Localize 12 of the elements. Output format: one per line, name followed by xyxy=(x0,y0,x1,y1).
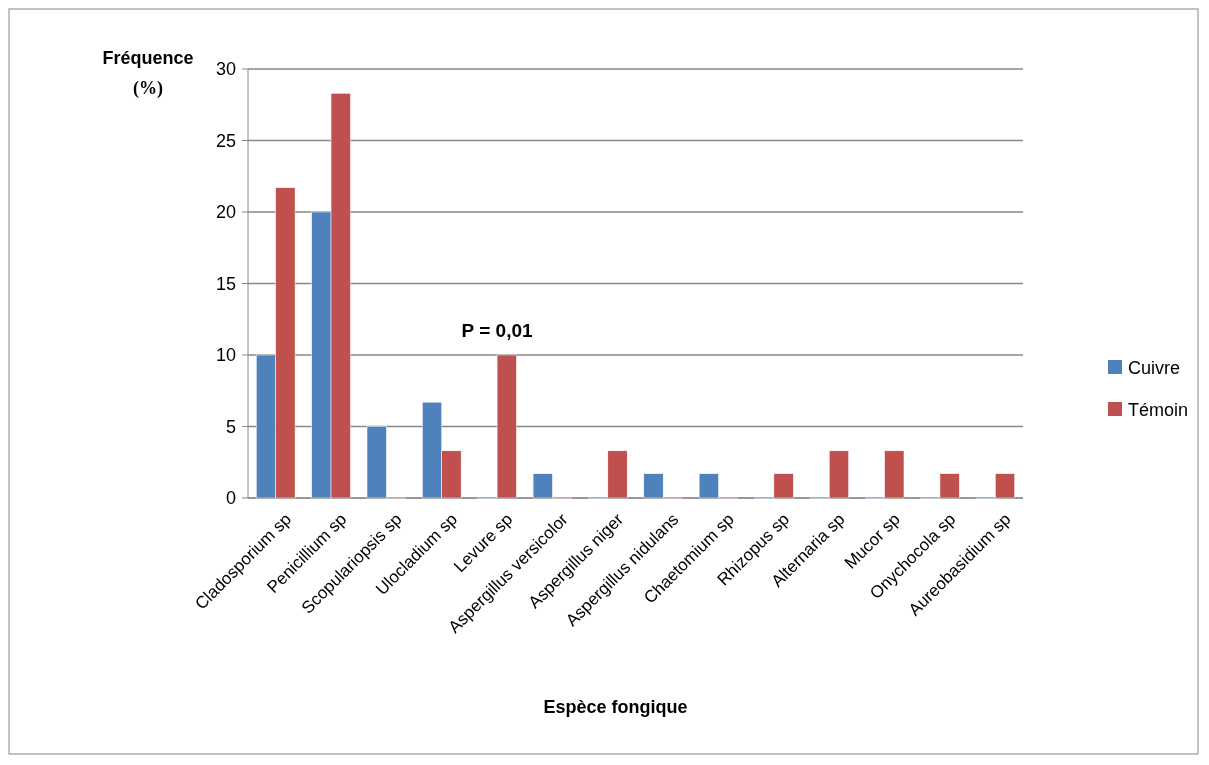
y-tick-label: 20 xyxy=(215,202,236,223)
legend-label: Cuivre xyxy=(1128,358,1181,379)
x-axis-title: Espèce fongique xyxy=(543,697,688,717)
y-tick-label: 0 xyxy=(225,488,236,509)
y-tick-label: 30 xyxy=(215,59,236,80)
legend-label: Témoin xyxy=(1128,400,1189,421)
y-tick-label: 15 xyxy=(215,273,236,294)
annotation: P = 0,01 xyxy=(461,320,534,341)
y-tick-label: 10 xyxy=(215,345,236,366)
y-tick-label: 25 xyxy=(215,130,236,151)
y-tick-label: 5 xyxy=(225,416,236,437)
y-axis-title: Fréquence (%) xyxy=(102,48,194,99)
